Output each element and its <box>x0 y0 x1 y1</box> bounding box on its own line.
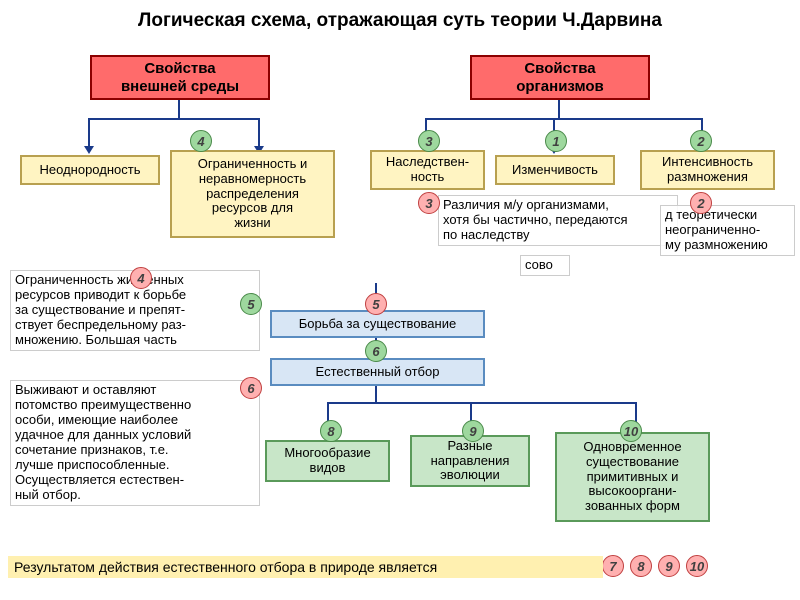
badge-g3a: 3 <box>418 130 440 152</box>
badge-r3: 3 <box>418 192 440 214</box>
badge-g5a: 5 <box>240 293 262 315</box>
connector <box>558 100 560 118</box>
connector <box>178 100 180 118</box>
connector <box>425 118 703 120</box>
connector <box>88 118 90 148</box>
badge-g4a: 4 <box>190 130 212 152</box>
badge-g8a: 8 <box>320 420 342 442</box>
badge-g1: 1 <box>545 130 567 152</box>
box-intens: Интенсивность размножения <box>640 150 775 190</box>
badge-r6: 6 <box>240 377 262 399</box>
box-directions: Разные направления эволюции <box>410 435 530 487</box>
box-var: Изменчивость <box>495 155 615 185</box>
diagram-title: Логическая схема, отражающая суть теории… <box>25 10 775 32</box>
badge-r7f: 7 <box>602 555 624 577</box>
badge-r9f: 9 <box>658 555 680 577</box>
box-limited: Ограниченность и неравномерность распред… <box>170 150 335 238</box>
badge-r4: 4 <box>130 267 152 289</box>
badge-r8f: 8 <box>630 555 652 577</box>
badge-g2a: 2 <box>690 130 712 152</box>
badge-g10a: 10 <box>620 420 642 442</box>
box-env_props: Свойства внешней среды <box>90 55 270 100</box>
arrowhead-icon <box>84 146 94 154</box>
badge-g9a: 9 <box>462 420 484 442</box>
box-hered: Наследствен- ность <box>370 150 485 190</box>
badge-r2: 2 <box>690 192 712 214</box>
badge-g6a: 6 <box>365 340 387 362</box>
badge-r5: 5 <box>365 293 387 315</box>
box-selection: Естественный отбор <box>270 358 485 386</box>
connector <box>258 118 260 148</box>
text-sovo: сово <box>520 255 570 276</box>
text-diff: Различия м/у организмами, хотя бы частич… <box>438 195 678 246</box>
connector <box>375 386 377 402</box>
box-coexist: Одновременное существование примитивных … <box>555 432 710 522</box>
text-survive: Выживают и оставляют потомство преимущес… <box>10 380 260 506</box>
connector <box>327 402 637 404</box>
footer-text: Результатом действия естественного отбор… <box>8 556 603 578</box>
connector <box>88 118 260 120</box>
badge-r10f: 10 <box>686 555 708 577</box>
box-heterog: Неоднородность <box>20 155 160 185</box>
text-theor: д теоретически неограниченно- му размнож… <box>660 205 795 256</box>
box-diversity: Многообразие видов <box>265 440 390 482</box>
box-org_props: Свойства организмов <box>470 55 650 100</box>
